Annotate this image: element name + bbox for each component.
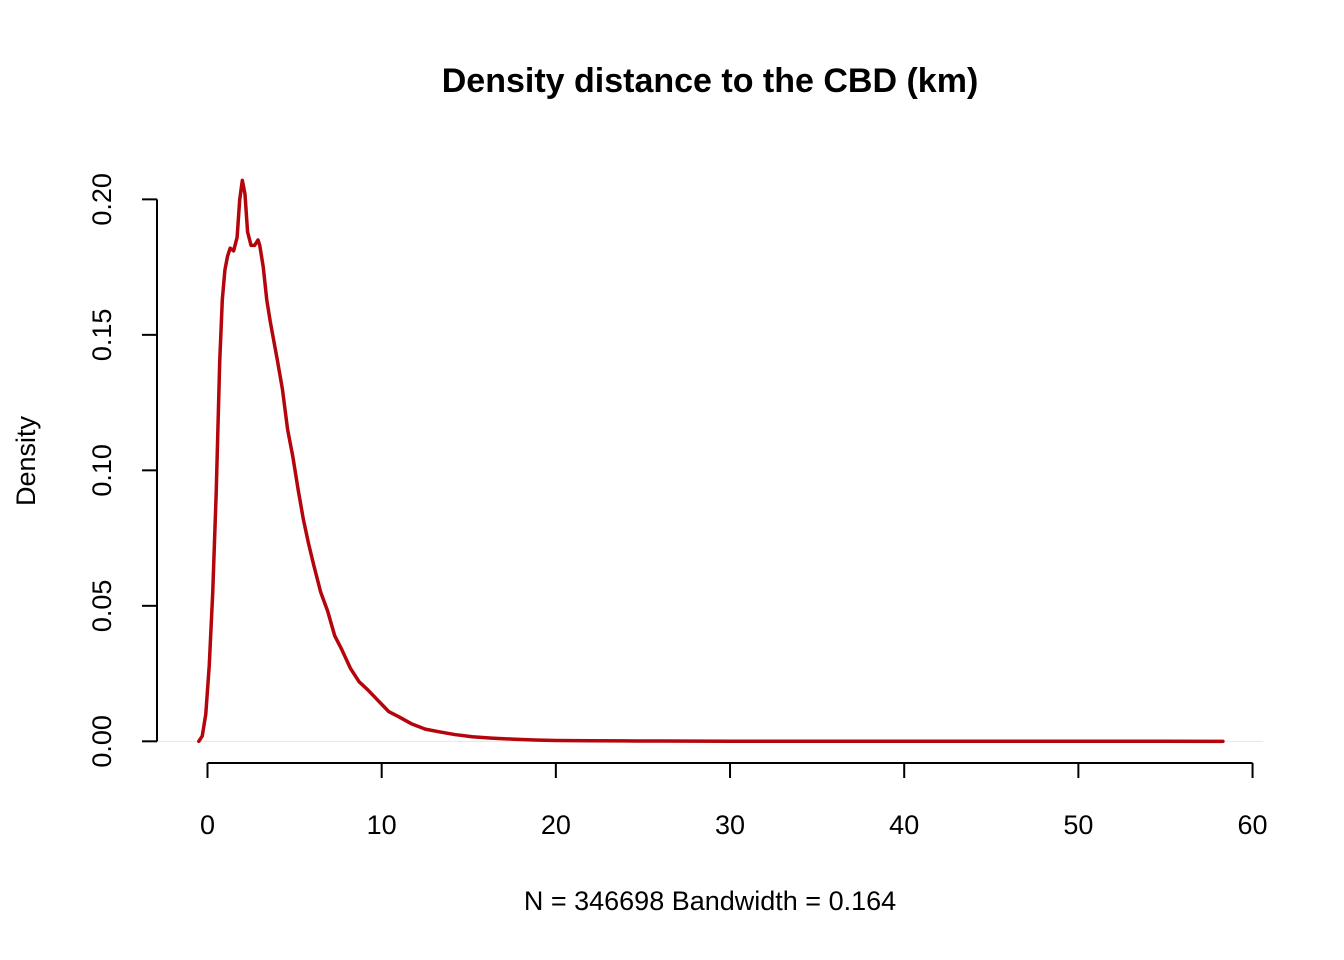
x-axis-label: N = 346698 Bandwidth = 0.164 <box>524 886 896 916</box>
y-tick-label: 0.00 <box>87 715 117 768</box>
x-tick-label: 20 <box>541 810 571 840</box>
y-tick-label: 0.10 <box>87 444 117 497</box>
x-tick-label: 40 <box>889 810 919 840</box>
x-tick-label: 30 <box>715 810 745 840</box>
y-tick-label: 0.20 <box>87 173 117 226</box>
x-axis-ticks: 0 10 20 30 40 50 60 <box>200 763 1268 840</box>
y-axis-label: Density <box>11 415 41 506</box>
density-series-line <box>197 178 1225 744</box>
y-tick-label: 0.05 <box>87 580 117 633</box>
x-tick-label: 10 <box>367 810 397 840</box>
y-tick-label: 0.15 <box>87 309 117 362</box>
x-tick-label: 0 <box>200 810 215 840</box>
plot-area <box>157 178 1263 744</box>
x-tick-label: 50 <box>1063 810 1093 840</box>
chart-title: Density distance to the CBD (km) <box>442 62 979 100</box>
y-axis-ticks: 0.00 0.05 0.10 0.15 0.20 <box>87 173 157 768</box>
x-tick-label: 60 <box>1238 810 1268 840</box>
